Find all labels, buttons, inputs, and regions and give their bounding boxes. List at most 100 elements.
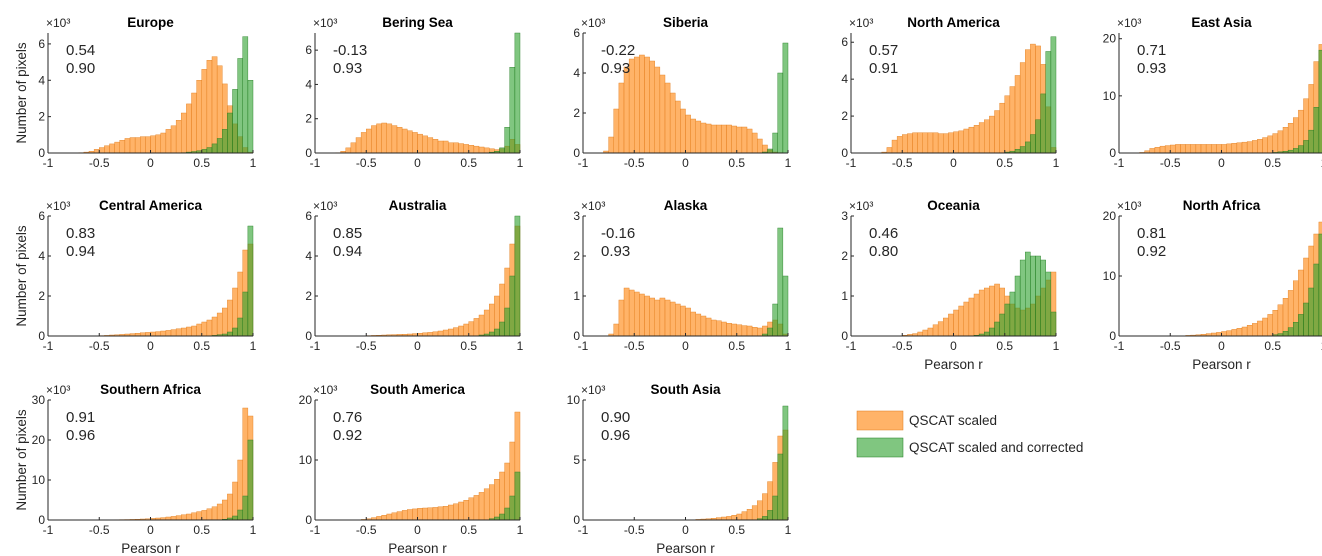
r-value: 0.92 [333,427,362,444]
bar [716,124,722,154]
y-tick-label: 0 [38,513,45,527]
bar [741,325,748,337]
bar [1231,329,1238,337]
x-tick-label: 1 [1321,339,1322,353]
panel-title: South America [370,382,465,397]
bar [1272,310,1279,337]
bar [721,321,727,337]
r-value: 0.46 [869,225,898,242]
bar [155,134,161,154]
bar [978,122,985,154]
bar [695,313,702,337]
r-value: 0.83 [66,225,95,242]
bar [376,123,382,154]
x-tick-label: -0.5 [356,156,377,170]
bar [772,132,778,154]
bar [448,504,454,521]
bar [644,295,650,337]
y-multiplier: ×10³ [581,16,605,30]
bar [1019,62,1026,154]
bar [757,500,763,521]
bar [499,513,505,521]
x-tick-label: -1 [43,339,54,353]
panel: 0 10 20 -1 -0.5 0 0.5 1 ×10³ East Asia 0.710.93 [1103,15,1322,170]
bar [104,145,110,154]
bar [93,149,100,154]
bar [736,126,743,154]
bar [1205,144,1212,154]
bar [1050,311,1057,337]
bar [757,138,763,154]
bar [644,56,650,154]
y-axis-label: Number of pixels [14,409,29,511]
y-multiplier: ×10³ [581,383,605,397]
bar [201,510,208,521]
x-tick-label: 1 [517,156,524,170]
y-tick-label: 20 [1103,209,1117,223]
bar [1030,255,1036,337]
y-multiplier: ×10³ [1117,199,1141,213]
bar [953,131,959,154]
bar [448,328,454,337]
bar [247,439,254,521]
bar [736,324,743,337]
bar [1267,135,1273,154]
x-tick-label: -0.5 [624,156,645,170]
bar [170,125,177,154]
y-tick-label: 4 [38,73,45,87]
bar [442,140,449,154]
bar [968,297,975,337]
y-tick-label: 0 [305,329,312,343]
x-tick-label: 0.5 [460,339,477,353]
y-tick-label: 4 [841,72,848,86]
bar [211,506,218,521]
x-tick-label: -1 [310,156,321,170]
r-value: 0.80 [869,243,898,260]
bar [499,471,505,521]
bar [922,132,929,154]
bar [1221,144,1227,154]
legend-swatch [856,437,904,458]
bar [1257,320,1263,337]
bar [1040,93,1046,154]
bar [710,124,717,154]
x-tick-label: -0.5 [89,339,110,353]
x-tick-label: 1 [1053,339,1060,353]
y-tick-label: 0 [841,329,848,343]
bar [514,471,521,521]
bar [989,327,995,337]
x-tick-label: 0.5 [996,339,1013,353]
panel-title: Alaska [664,198,708,213]
bar [1236,142,1243,154]
panel: 0 2 4 6 -1 -0.5 0 0.5 1 ×10³ Siberia -0.220.93 [573,15,791,170]
y-tick-label: 20 [1103,32,1117,46]
bar [932,132,939,154]
bar [478,314,485,337]
bar [109,143,115,154]
x-tick-label: -1 [578,339,589,353]
bar [943,317,949,337]
bar [1025,49,1031,154]
bar [453,503,459,521]
bar [242,291,249,337]
bar [396,511,403,521]
bar [978,289,985,337]
bar [514,215,521,337]
bar [721,124,727,154]
bar [478,492,485,521]
y-tick-label: 0 [305,513,312,527]
bar [1180,144,1186,154]
bar [483,309,490,337]
bar [99,147,105,154]
bar [943,133,949,154]
bar [478,146,485,154]
y-multiplier: ×10³ [313,16,337,30]
bar [494,328,500,337]
bar [494,479,500,521]
bar [927,132,934,154]
bar [1014,275,1021,337]
bar [1303,140,1309,154]
bar [196,511,202,521]
bar [613,323,620,337]
